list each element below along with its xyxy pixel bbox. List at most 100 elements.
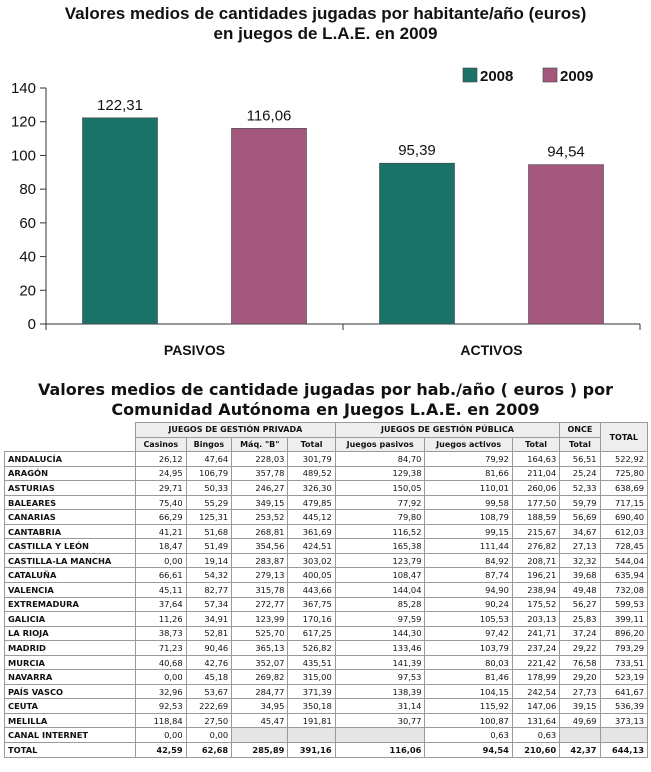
table-cell: 367,75 [287,596,336,613]
table-row: GALICIA 11,26 34,91 123,99 170,16 97,59 105,53… [4,611,649,627]
legend-label-2009: 2009 [560,68,593,85]
legend-swatch-2009 [542,67,558,83]
table-cell: 29,20 [559,669,601,685]
table-cell: 40,68 [135,654,187,671]
table-row: CASTILLA Y LEÓN 18,47 51,49 354,56 424,51 165… [4,538,649,554]
table-cell: 94,54 [424,742,513,758]
table-cell: 94,90 [424,582,513,598]
table-cell: 221,42 [511,654,561,671]
table-cell: 896,20 [599,625,649,642]
table-cell: 41,21 [135,523,187,540]
subheader-juegos-pasivos: Juegos pasivos [334,436,426,453]
table-row: ARAGÓN 24,95 106,79 357,78 489,52 129,38 81,66… [4,465,649,482]
table-cell: 0,00 [135,727,187,744]
table-cell: 105,53 [424,611,513,627]
table-cell: 19,14 [185,552,233,569]
region-name: BALEARES [4,494,136,511]
table-cell: 793,29 [599,640,649,656]
table-cell: 32,32 [559,552,601,569]
table-row: BALEARES 75,40 55,29 349,15 479,85 77,92 99,58… [4,494,649,511]
table-cell: 315,78 [231,582,289,598]
table-cell: 92,53 [135,698,187,714]
region-name: ANDALUCÍA [4,451,136,467]
table-cell: 75,40 [135,494,187,511]
bar-value-label: 122,31 [97,97,143,114]
legend-label-2008: 2008 [480,68,513,85]
table-row: CANARIAS 66,29 125,31 253,52 445,12 79,80 108,… [4,509,649,525]
legend-swatch-2008 [462,67,478,83]
table-cell: 536,39 [599,698,649,714]
table-cell: 51,68 [185,523,233,540]
table-cell: 66,61 [135,567,187,584]
table-cell: 164,63 [511,451,561,467]
table-cell: 0,00 [135,669,187,685]
region-name: CASTILLA-LA MANCHA [4,552,136,569]
table-cell: 133,46 [334,640,426,656]
table-cell: 82,77 [185,582,233,598]
table-cell: 170,16 [287,611,336,627]
table-cell: 203,13 [511,611,561,627]
table-cell: 100,87 [424,712,513,729]
region-name: CANAL INTERNET [4,727,136,744]
table-cell: 38,73 [135,625,187,642]
y-tick-label: 40 [19,249,36,266]
table-cell: 32,96 [135,683,187,700]
bar-value-label: 116,06 [247,107,292,124]
table-cell: 272,77 [231,596,289,613]
y-tick-label: 80 [19,181,36,198]
table-cell: 125,31 [185,509,233,525]
table-cell: 365,13 [231,640,289,656]
table-cell: 45,47 [231,712,289,729]
region-name: MADRID [4,640,136,656]
table-cell: 49,48 [559,582,601,598]
table-cell: 81,46 [424,669,513,685]
table-cell: 237,24 [511,640,561,656]
table-cell: 303,02 [287,552,336,569]
table-cell: 269,82 [231,669,289,685]
table-cell: 53,67 [185,683,233,700]
table-cell: 285,89 [231,742,289,758]
table-cell: 352,07 [231,654,289,671]
table-cell: 0,63 [511,727,561,744]
region-name: MELILLA [4,712,136,729]
y-tick-label: 20 [19,282,36,299]
table-cell: 371,39 [287,683,336,700]
table-cell: 131,64 [511,712,561,729]
bar-activos-2009 [528,164,604,325]
table-cell: 350,18 [287,698,336,714]
y-tick-label: 140 [11,80,36,97]
y-tick-label: 100 [11,147,36,164]
table-cell: 443,66 [287,582,336,598]
table-cell: 42,37 [559,742,601,758]
subheader-total-privada: Total [287,436,336,453]
table-cell: 349,15 [231,494,289,511]
table-cell: 39,68 [559,567,601,584]
table-cell: 733,51 [599,654,649,671]
table-cell: 544,04 [599,552,649,569]
table-cell: 45,18 [185,669,233,685]
table-cell: 76,58 [559,654,601,671]
subheader-total-publica: Total [511,436,561,453]
table-cell: 97,42 [424,625,513,642]
table-cell: 97,53 [334,669,426,685]
table-cell: 66,29 [135,509,187,525]
table-cell: 144,04 [334,582,426,598]
table-cell: 326,30 [287,480,336,496]
table-cell: 644,13 [599,742,649,758]
table-cell: 49,69 [559,712,601,729]
table-cell: 85,28 [334,596,426,613]
table-cell: 90,24 [424,596,513,613]
table-cell: 717,15 [599,494,649,511]
table-cell: 175,52 [511,596,561,613]
region-name: CATALUÑA [4,567,136,584]
table-cell: 373,13 [599,712,649,729]
table-cell: 315,00 [287,669,336,685]
region-name: MURCIA [4,654,136,671]
table-cell: 11,26 [135,611,187,627]
region-name: GALICIA [4,611,136,627]
y-tick-label: 120 [11,114,36,131]
table-cell: 641,67 [599,683,649,700]
table-title-line2: Comunidad Autónoma en Juegos L.A.E. en 2… [111,400,540,419]
table-cell: 301,79 [287,451,336,467]
region-name: CANTABRIA [4,523,136,540]
